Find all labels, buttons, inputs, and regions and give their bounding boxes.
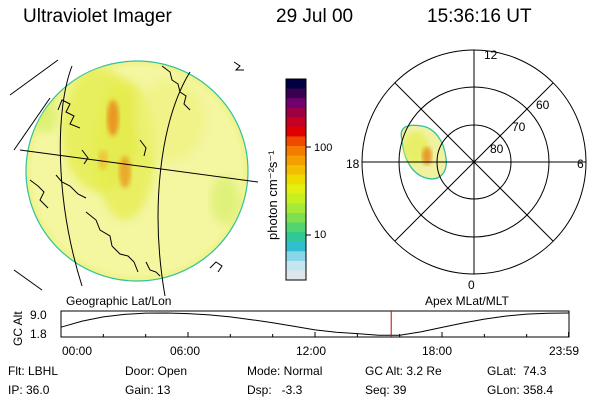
coast-inner-2 [81, 149, 89, 165]
right-panel-label: Apex MLat/MLT [425, 294, 509, 308]
coast-arc-1 [85, 211, 113, 247]
info-seq: Seq: 39 [365, 383, 407, 397]
colorbar-swatch [286, 126, 306, 138]
coast-inner-1 [139, 139, 147, 157]
mlt-label-12: 12 [484, 48, 498, 62]
emission-peak-1 [107, 100, 119, 136]
x-tick-label-0000: 00:00 [62, 344, 93, 358]
colorbar-swatch [286, 88, 306, 99]
latitude-line [19, 149, 259, 183]
y-tick-label-top: 9.0 [30, 308, 47, 322]
coast-arc-2 [111, 245, 139, 273]
polar-oval-peak [422, 147, 432, 165]
colorbar-swatch [286, 136, 306, 147]
emission-edge-east [211, 176, 239, 224]
x-tick-label-1200: 12:00 [296, 344, 327, 358]
emission-edge-west [33, 97, 57, 133]
colorbar-swatch [286, 98, 306, 109]
coast-arc-3 [145, 261, 161, 277]
date-label: 29 Jul 00 [276, 6, 354, 27]
left-panel-label: Geographic Lat/Lon [66, 294, 172, 308]
info-gain: Gain: 13 [125, 383, 171, 397]
emission-peak-2 [119, 156, 131, 188]
x-axis-ticks [60, 332, 570, 337]
colorbar-swatch [286, 184, 306, 195]
lat-label-70: 70 [512, 120, 526, 134]
lat-label-60: 60 [536, 98, 550, 112]
aurora-emission [33, 68, 239, 224]
x-tick-label-1800: 18:00 [422, 344, 453, 358]
gc-alt-chart: GC Alt 9.0 1.8 [11, 308, 570, 346]
coast-se [209, 261, 223, 273]
mlt-label-6: 6 [577, 157, 584, 171]
mlt-label-0: 0 [468, 278, 475, 292]
colorbar-swatch [286, 107, 306, 118]
coast-greenland-3 [29, 179, 49, 209]
coast-greenland-1 [57, 99, 81, 129]
chart-ylabel: GC Alt [11, 311, 25, 346]
colorbar-swatch [286, 251, 306, 262]
colorbar-swatch [286, 117, 306, 128]
colorbar-swatch [286, 79, 306, 90]
info-dsp: Dsp: -3.3 [247, 383, 303, 397]
info-glon: GLon: 358.4 [487, 383, 554, 397]
colorbar-swatch [286, 165, 306, 176]
colorbar-swatch [286, 232, 306, 243]
mlt-label-18: 18 [346, 157, 360, 171]
y-tick-label-bottom: 1.8 [30, 327, 47, 341]
colorbar-swatch [286, 270, 306, 281]
colorbar-unit-label: photon cm⁻²s⁻¹ [265, 150, 280, 240]
emission-peak-3 [98, 150, 108, 170]
info-glat: GLat: 74.3 [487, 364, 547, 378]
instrument-title: Ultraviolet Imager [23, 6, 172, 27]
colorbar-swatch [286, 174, 306, 185]
x-tick-label-0600: 06:00 [170, 344, 201, 358]
info-ip: IP: 36.0 [8, 383, 50, 397]
coast-n [161, 65, 191, 111]
info-gc-alt: GC Alt: 3.2 Re [365, 364, 442, 378]
colorbar-tick-100: 100 [314, 142, 332, 154]
colorbar-swatch [286, 222, 306, 233]
polar-plot: 12 6 0 18 80 70 60 [346, 48, 587, 292]
geographic-image [9, 59, 259, 296]
colorbar-swatch [286, 241, 306, 252]
colorbar-tick-10: 10 [314, 229, 326, 241]
polar-emission [400, 124, 447, 180]
series-line-gc-alt [60, 312, 569, 336]
time-label: 15:36:16 UT [427, 6, 532, 27]
colorbar-swatch [286, 155, 306, 166]
meridian-west [59, 65, 83, 287]
info-door: Door: Open [125, 364, 188, 378]
colorbar-swatch [286, 203, 306, 214]
colorbar [285, 78, 307, 281]
coast-sw [13, 269, 43, 291]
colorbar-frame [285, 78, 307, 281]
info-mode: Mode: Normal [247, 364, 323, 378]
x-tick-label-2359: 23:59 [549, 344, 580, 358]
colorbar-swatch [286, 146, 306, 157]
geographic-grid [9, 59, 259, 296]
info-filter: Flt: LBHL [8, 364, 59, 378]
coast-nw [9, 59, 59, 96]
colorbar-swatch [286, 213, 306, 224]
polar-diagonal-2 [394, 82, 554, 242]
coast-ne [233, 61, 244, 71]
coast-w [13, 97, 51, 151]
coast-greenland-2 [55, 174, 87, 199]
colorbar-swatch [286, 260, 306, 272]
lat-label-80: 80 [490, 142, 504, 156]
colorbar-swatch [286, 193, 306, 205]
